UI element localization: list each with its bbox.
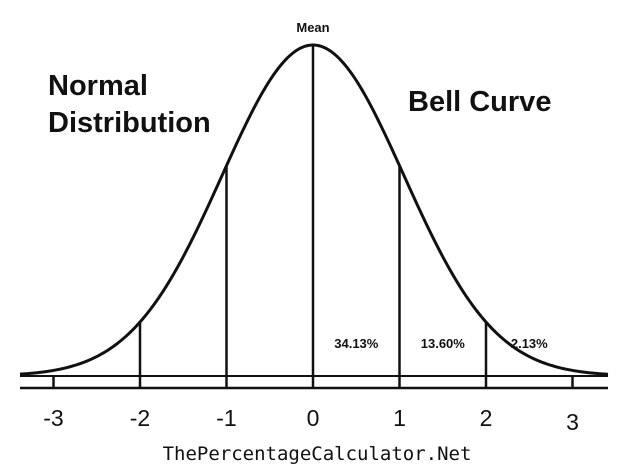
title-bell-curve: Bell Curve bbox=[408, 86, 551, 118]
percent-label-0: 34.13% bbox=[334, 336, 379, 351]
tick-label-0: 0 bbox=[307, 405, 320, 431]
tick-label-2: 2 bbox=[480, 405, 493, 431]
tick-label-minus1: -1 bbox=[216, 405, 236, 431]
percent-label-2: 2.13% bbox=[511, 336, 548, 351]
mean-label: Mean bbox=[296, 20, 329, 35]
tick-label-minus3: -3 bbox=[43, 405, 63, 431]
tick-label-1: 1 bbox=[393, 405, 406, 431]
tick-label-minus2: -2 bbox=[130, 405, 150, 431]
title-distribution: Distribution bbox=[48, 107, 211, 139]
title-normal: Normal bbox=[48, 70, 148, 102]
percent-label-1: 13.60% bbox=[421, 336, 466, 351]
tick-label-3: 3 bbox=[566, 409, 579, 435]
footer-site-name: ThePercentageCalculator.Net bbox=[163, 443, 472, 465]
